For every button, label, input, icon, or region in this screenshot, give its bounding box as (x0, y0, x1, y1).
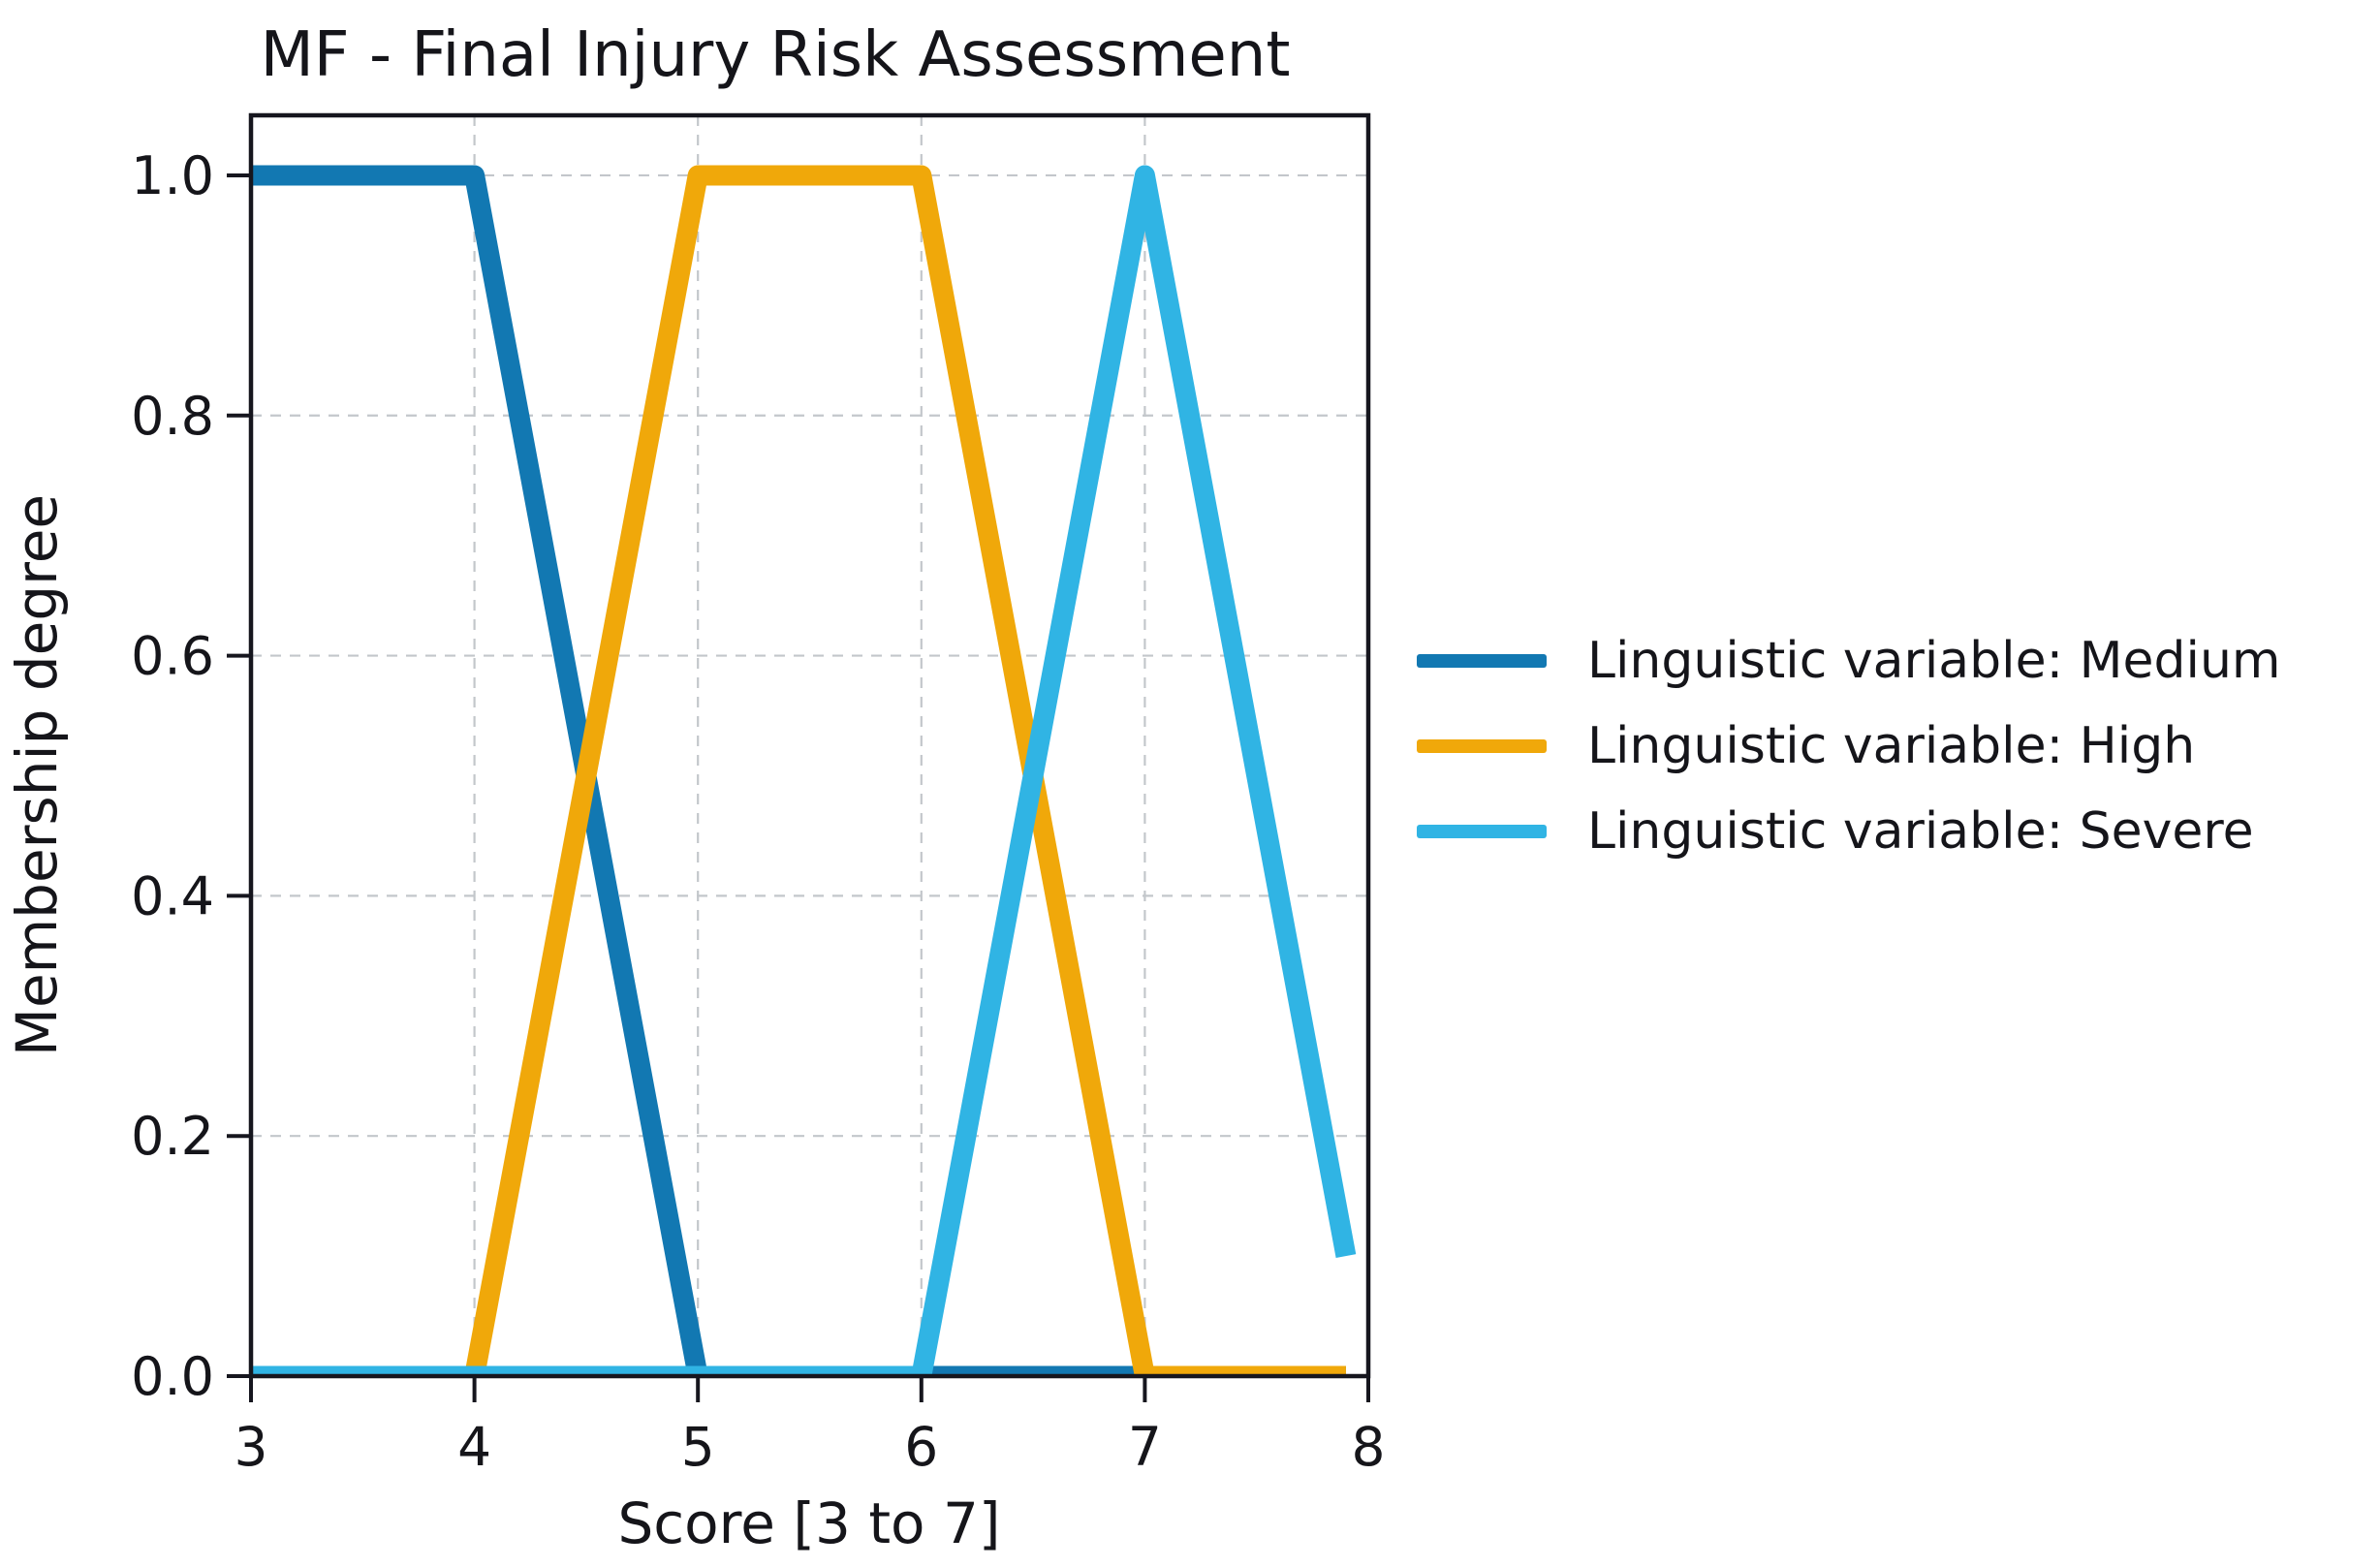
x-tick-label: 6 (904, 1416, 938, 1478)
y-tick-label: 1.0 (131, 145, 214, 206)
legend-label: Linguistic variable: Severe (1587, 802, 2254, 861)
legend-item-medium: Linguistic variable: Medium (1417, 632, 2281, 690)
x-tick-label: 4 (457, 1416, 491, 1478)
legend-line-severe-icon (1417, 825, 1547, 838)
legend-item-severe: Linguistic variable: Severe (1417, 802, 2281, 861)
y-tick-label: 0.0 (131, 1346, 214, 1407)
legend-label: Linguistic variable: Medium (1587, 632, 2281, 690)
series-line (251, 165, 1346, 1376)
y-tick-label: 0.4 (131, 865, 214, 926)
plot-border (248, 112, 1371, 1379)
y-tick-label: 0.2 (131, 1106, 214, 1167)
legend-item-high: Linguistic variable: High (1417, 717, 2281, 775)
legend-label: Linguistic variable: High (1587, 717, 2196, 775)
x-axis-label: Score [3 to 7] (617, 1490, 1000, 1556)
tick-layer (227, 172, 1370, 1402)
x-tick-label: 8 (1352, 1416, 1386, 1478)
tick-label-layer: 3 4 5 6 7 8 0.0 0.2 0.4 0.6 0.8 1.0 (131, 145, 1385, 1478)
y-axis-label: Membership degree (4, 494, 70, 1056)
legend-line-medium-icon (1417, 654, 1547, 668)
legend-line-high-icon (1417, 739, 1547, 753)
series-line (251, 165, 1357, 1376)
y-tick-label: 0.8 (131, 386, 214, 447)
x-tick-label: 7 (1128, 1416, 1162, 1478)
axes-spines (248, 112, 1371, 1379)
series-layer (251, 165, 1357, 1376)
x-tick-label: 3 (235, 1416, 268, 1478)
grid-layer (249, 115, 1370, 1376)
x-tick-label: 5 (681, 1416, 715, 1478)
legend: Linguistic variable: Medium Linguistic v… (1417, 632, 2281, 861)
y-tick-label: 0.6 (131, 626, 214, 687)
chart-title: MF - Final Injury Risk Assessment (261, 19, 1291, 91)
